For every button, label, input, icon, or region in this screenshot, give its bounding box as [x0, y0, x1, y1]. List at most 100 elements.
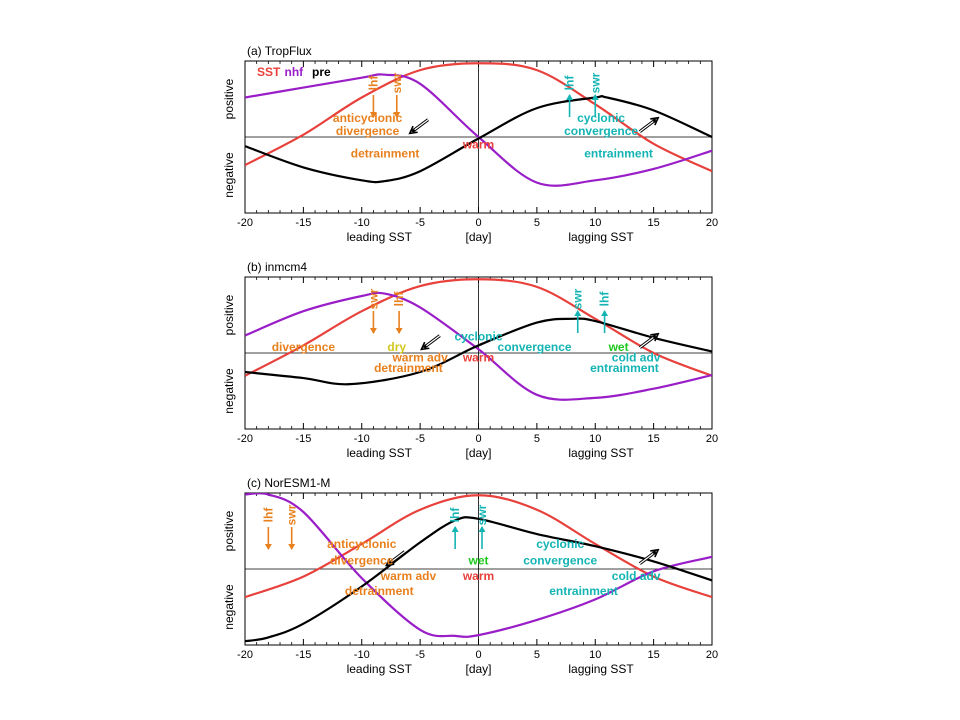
x-tick-label: -15 [295, 433, 311, 445]
flux-arrow-label: swr [588, 72, 602, 93]
x-tick-label: -15 [295, 217, 311, 229]
x-label-center: [day] [465, 230, 491, 244]
flux-arrow-label: swr [285, 504, 299, 525]
x-label-center: [day] [465, 662, 491, 676]
annotation-wet: wet [608, 340, 629, 354]
flux-arrow-head [264, 544, 272, 550]
annotation-cyclonic: cyclonic [536, 537, 584, 551]
series-line-pre [245, 317, 712, 386]
legend-entry-sst: SST [257, 65, 281, 79]
x-tick-label: -5 [415, 217, 425, 229]
wind-arrow-tip [650, 116, 660, 126]
wind-arrow-tip [650, 332, 660, 342]
flux-arrow-label: swr [366, 288, 380, 309]
series-line-sst [245, 62, 712, 173]
panel-title: (a) TropFlux [247, 44, 312, 58]
series-line-pre [245, 94, 712, 184]
flux-arrow-head [566, 94, 574, 100]
y-label-positive: positive [222, 510, 236, 551]
x-tick-label: 20 [706, 649, 718, 661]
flux-arrow-label: lhf [392, 291, 406, 307]
annotation-convergence: convergence [523, 554, 597, 568]
annotation-cold-adv: cold adv [612, 569, 661, 583]
x-tick-label: 5 [534, 433, 540, 445]
x-tick-label: 20 [706, 433, 718, 445]
x-tick-label: -10 [354, 217, 370, 229]
x-tick-label: 5 [534, 649, 540, 661]
x-label-center: [day] [465, 446, 491, 460]
legend: SST nhf pre [257, 65, 331, 79]
wind-arrow-tip [408, 125, 418, 135]
flux-arrow-head [369, 328, 377, 334]
flux-arrow-lhf: lhf [448, 507, 462, 549]
y-label-negative: negative [222, 152, 236, 198]
flux-arrow-swr: swr [366, 288, 380, 334]
series-line-nhf [245, 493, 712, 638]
y-label-negative: negative [222, 368, 236, 414]
x-tick-label: 10 [589, 217, 601, 229]
annotation-detrainment: detrainment [345, 584, 414, 598]
x-tick-label: -20 [237, 649, 253, 661]
series-line-pre [245, 516, 712, 643]
flux-arrow-label: swr [390, 72, 404, 93]
x-tick-label: 0 [475, 217, 481, 229]
panel-1: (a) TropFlux -20 -15 -10 -5 0 5 10 15 20 leading S… [222, 44, 718, 244]
x-tick-label: -10 [354, 649, 370, 661]
flux-arrow-head [288, 544, 296, 550]
series-line-sst [245, 494, 712, 599]
x-tick-label: -10 [354, 433, 370, 445]
annotation-cyclonic: cyclonic [454, 329, 502, 343]
y-label-positive: positive [222, 294, 236, 335]
flux-arrow-label: swr [475, 504, 489, 525]
flux-arrow-lhf: lhf [366, 75, 380, 118]
flux-arrow-head [601, 310, 609, 316]
wind-arrow-tip [420, 341, 430, 351]
flux-arrow-lhf: lhf [598, 291, 612, 333]
annotation-warm-adv: warm adv [380, 569, 437, 583]
flux-arrow-lhf: lhf [392, 291, 406, 334]
annotation-anticyclonic: anticyclonic [327, 537, 397, 551]
flux-arrow-label: lhf [448, 507, 462, 523]
annotation-wet: wet [467, 554, 488, 568]
y-label-negative: negative [222, 584, 236, 630]
panel-3: (c) NorESM1-M -20 -15 -10 -5 0 5 10 15 20 leading … [222, 476, 718, 676]
x-tick-label: -20 [237, 217, 253, 229]
flux-arrow-swr: swr [285, 504, 299, 550]
annotation-entrainment: entrainment [584, 147, 653, 161]
x-tick-label: 10 [589, 649, 601, 661]
series-line-sst [245, 278, 712, 377]
x-tick-label: 20 [706, 217, 718, 229]
flux-arrow-lhf: lhf [261, 507, 275, 550]
annotation-entrainment: entrainment [549, 584, 618, 598]
wind-arrow-inner [639, 335, 657, 349]
annotation-anticyclonic: anticyclonic [333, 111, 403, 125]
panel-2: (b) inmcm4 -20 -15 -10 -5 0 5 10 15 20 leading SST… [222, 260, 718, 460]
flux-arrow-head [591, 94, 599, 100]
wind-arrow-inner [411, 119, 429, 133]
flux-arrow-swr: swr [390, 72, 404, 118]
flux-arrow-head [395, 328, 403, 334]
annotation-warm: warm [462, 138, 494, 152]
x-tick-label: -15 [295, 649, 311, 661]
x-tick-label: 0 [475, 649, 481, 661]
annotation-divergence: divergence [272, 340, 336, 354]
panel-title: (b) inmcm4 [247, 260, 307, 274]
annotation-dry: dry [387, 340, 406, 354]
flux-arrow-swr: swr [588, 72, 602, 117]
wind-arrow-tip [385, 557, 395, 567]
flux-arrow-head [451, 526, 459, 532]
annotation-detrainment: detrainment [374, 361, 443, 375]
x-tick-label: 0 [475, 433, 481, 445]
annotation-convergence: convergence [498, 340, 572, 354]
annotation-warm: warm [462, 569, 494, 583]
x-label-left: leading SST [347, 446, 413, 460]
flux-arrow-label: lhf [261, 507, 275, 523]
annotation-divergence: divergence [330, 554, 394, 568]
x-tick-label: 15 [648, 649, 660, 661]
x-label-right: lagging SST [568, 662, 634, 676]
flux-arrow-label: lhf [598, 291, 612, 307]
flux-arrow-head [478, 526, 486, 532]
x-label-right: lagging SST [568, 230, 634, 244]
flux-arrow-swr: swr [475, 504, 489, 549]
